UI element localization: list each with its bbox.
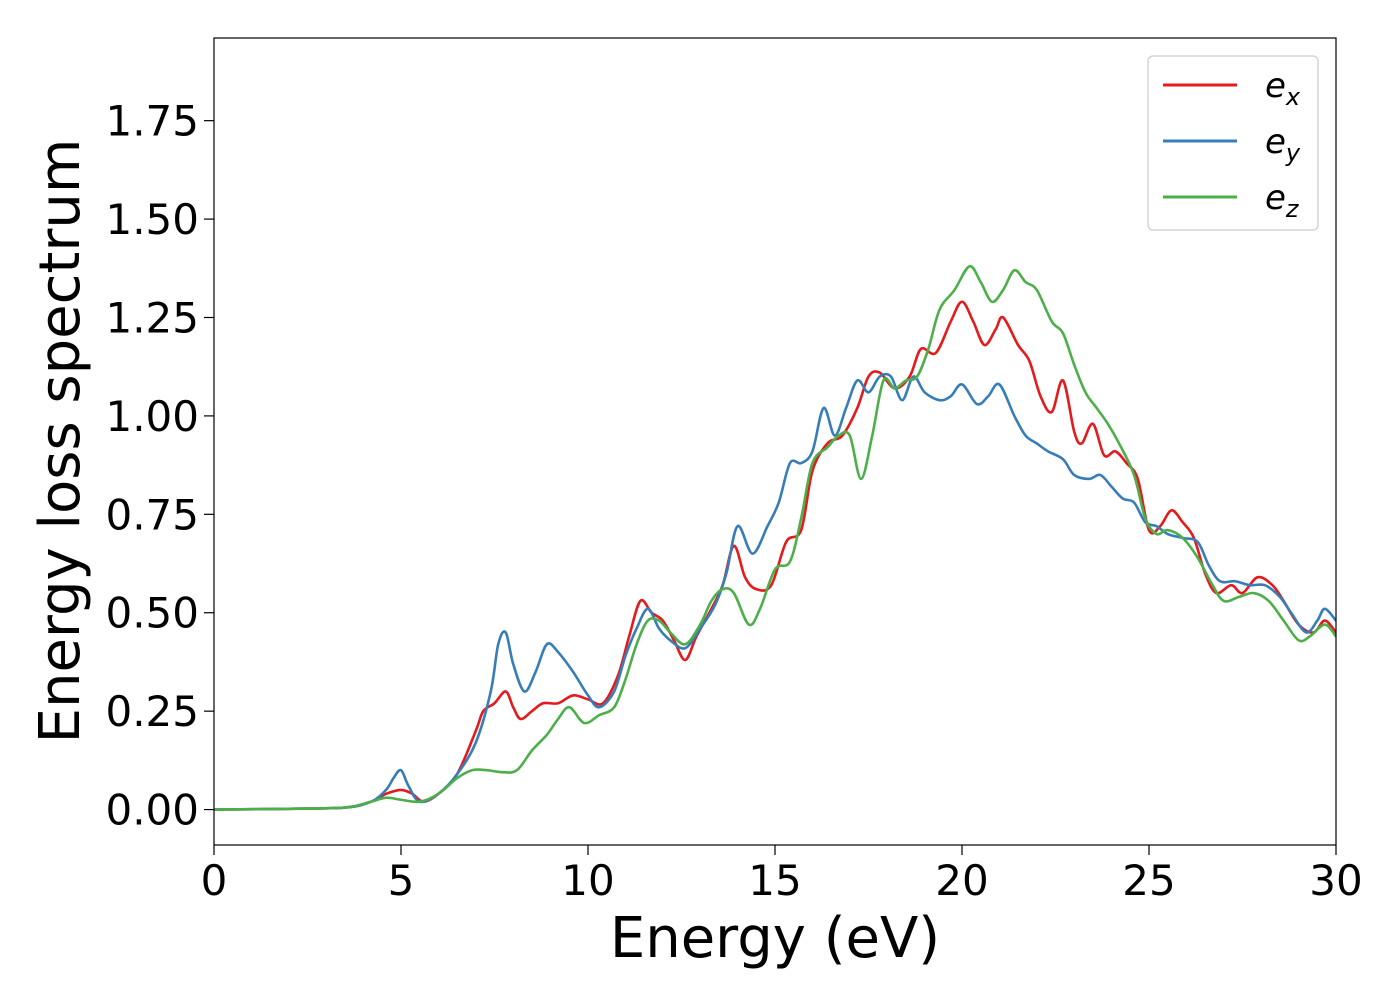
- x-tick-label: 0: [201, 856, 228, 905]
- x-tick-label: 30: [1309, 856, 1362, 905]
- y-tick-label: 0.25: [105, 687, 199, 736]
- x-axis-label: Energy (eV): [610, 906, 940, 971]
- x-tick-label: 25: [1122, 856, 1175, 905]
- y-tick-label: 1.50: [105, 195, 199, 244]
- y-axis-label: Energy loss spectrum: [28, 139, 93, 744]
- legend-label-e-y: ey: [1265, 122, 1301, 167]
- series-line-e-y: [214, 372, 1336, 811]
- y-tick-label: 1.00: [105, 392, 199, 441]
- legend-label-e-x: ex: [1265, 66, 1301, 111]
- x-tick-label: 10: [561, 856, 614, 905]
- legend-frame: [1147, 55, 1319, 231]
- legend: ex ey ez: [1147, 55, 1319, 231]
- x-tick-label: 15: [748, 856, 801, 905]
- x-tick-label: 5: [388, 856, 415, 905]
- y-tick-label: 0.50: [105, 589, 199, 638]
- y-tick-label: 0.00: [105, 786, 199, 835]
- x-tick-label: 20: [935, 856, 988, 905]
- series-line-e-z: [214, 265, 1336, 811]
- y-axis: 0.00 0.25 0.50 0.75 1.00 1.25 1.50 1.75: [105, 97, 214, 835]
- y-tick-label: 1.75: [105, 97, 199, 146]
- legend-label-e-z: ez: [1265, 178, 1300, 223]
- x-axis: 0 5 10 15 20 25 30: [201, 845, 1363, 905]
- series-layer: [214, 265, 1336, 811]
- y-tick-label: 0.75: [105, 490, 199, 539]
- y-tick-label: 1.25: [105, 293, 199, 342]
- series-line-e-x: [214, 300, 1336, 811]
